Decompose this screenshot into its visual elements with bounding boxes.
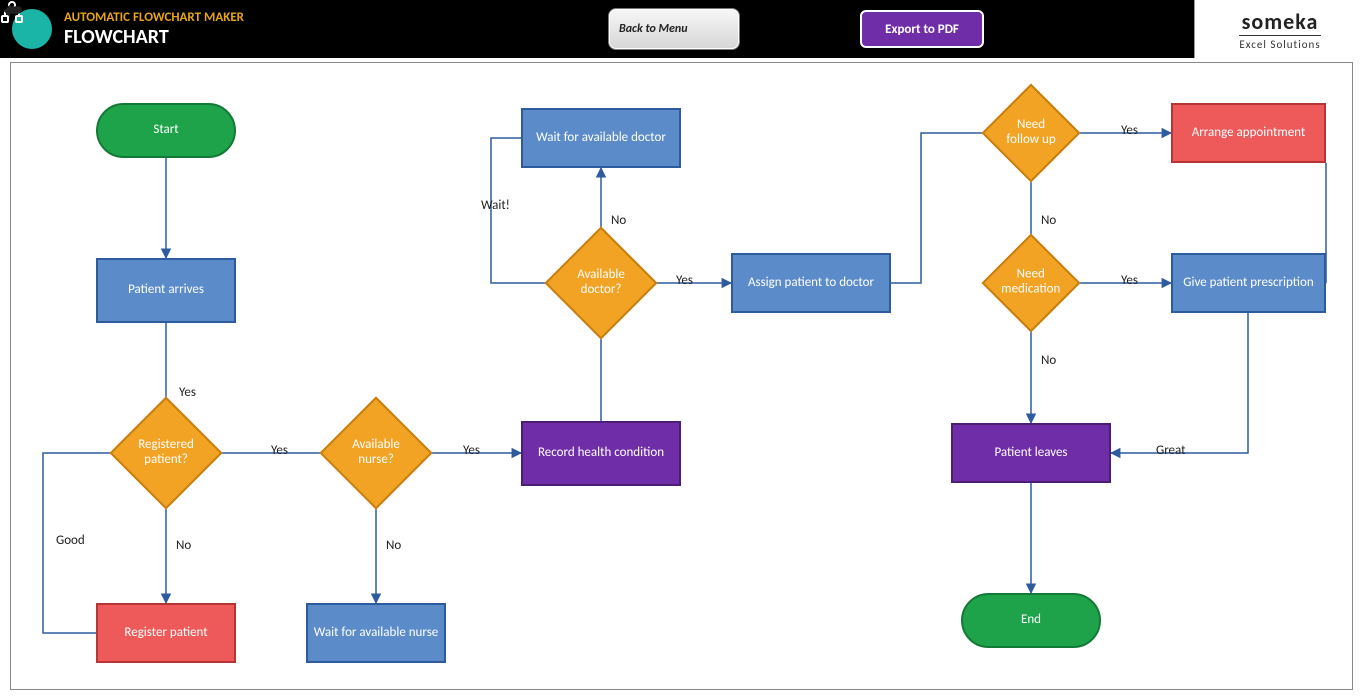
node-register[interactable]: Register patient [96, 603, 236, 663]
back-to-menu-button[interactable]: Back to Menu [608, 8, 740, 50]
brand-subtitle: Excel Solutions [1239, 35, 1320, 51]
edge-label: Yes [1121, 273, 1138, 288]
edge-label: Good [56, 533, 85, 548]
brand-name: someka [1242, 8, 1319, 35]
page-title: FLOWCHART [64, 25, 244, 49]
back-arrow-icon [0, 0, 22, 22]
export-button-label: Export to PDF [885, 22, 959, 37]
edge-label: No [611, 213, 626, 228]
edge-label: No [1041, 213, 1056, 228]
edge-label: Wait! [481, 198, 510, 213]
back-button-label: Back to Menu [619, 22, 688, 36]
edge-label: Yes [1121, 123, 1138, 138]
node-assign[interactable]: Assign patient to doctor [731, 253, 891, 313]
brand-box: someka Excel Solutions [1194, 0, 1365, 58]
flowchart-canvas: Yes Yes No Good No Yes No Wait! Yes Yes No Yes No Gre… [10, 62, 1353, 690]
node-arrive[interactable]: Patient arrives [96, 258, 236, 323]
edge-label: Yes [179, 385, 196, 400]
app-name: AUTOMATIC FLOWCHART MAKER [64, 10, 244, 25]
header: AUTOMATIC FLOWCHART MAKER FLOWCHART Back… [0, 0, 1365, 58]
node-wait_doc[interactable]: Wait for available doctor [521, 108, 681, 168]
edge-label: Yes [676, 273, 693, 288]
export-pdf-button[interactable]: Export to PDF [860, 10, 984, 48]
node-appoint[interactable]: Arrange appointment [1171, 103, 1326, 163]
node-end[interactable]: End [961, 593, 1101, 648]
edge-label: Great [1156, 443, 1186, 458]
edge-label: Yes [271, 443, 288, 458]
edge-label: No [176, 538, 191, 553]
node-wait_nurse[interactable]: Wait for available nurse [306, 603, 446, 663]
edge-label: No [1041, 353, 1056, 368]
node-start[interactable]: Start [96, 103, 236, 158]
edge-label: No [386, 538, 401, 553]
node-leaves[interactable]: Patient leaves [951, 423, 1111, 483]
node-prescribe[interactable]: Give patient prescription [1171, 253, 1326, 313]
edge-label: Yes [463, 443, 480, 458]
node-record[interactable]: Record health condition [521, 421, 681, 486]
